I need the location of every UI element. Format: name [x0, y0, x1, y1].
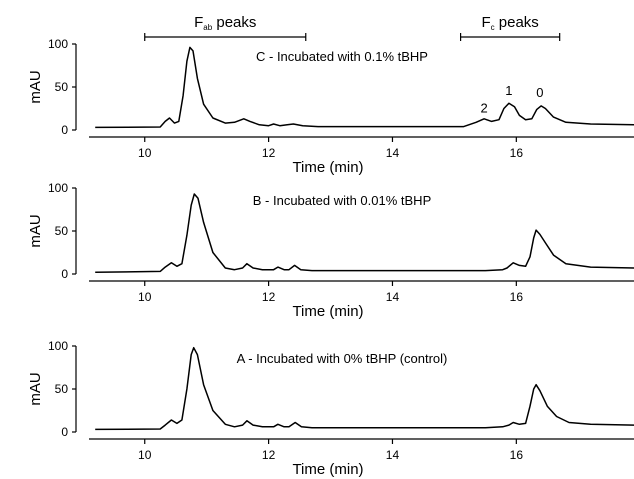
chromatogram-trace: [95, 46, 634, 129]
x-tick-label: 12: [262, 448, 276, 462]
x-axis-title: Time (min): [292, 461, 363, 478]
x-tick-label: 14: [386, 448, 400, 462]
panel-annotation: A - Incubated with 0% tBHP (control): [237, 351, 448, 366]
x-tick-label: 10: [138, 448, 152, 462]
y-tick-label: 50: [55, 80, 69, 94]
x-tick-label: 10: [138, 290, 152, 304]
bracket-label: Fab peaks: [194, 14, 256, 32]
x-tick-label: 16: [510, 146, 524, 160]
chromatogram-trace: [95, 346, 634, 431]
y-axis-title: mAU: [27, 214, 44, 247]
y-axis-title: mAU: [27, 70, 44, 103]
x-tick-label: 12: [262, 146, 276, 160]
x-tick-label: 16: [510, 290, 524, 304]
y-tick-label: 50: [55, 382, 69, 396]
panel-annotation: B - Incubated with 0.01% tBHP: [253, 193, 431, 208]
y-tick-label: 100: [48, 37, 68, 51]
peak-label: 2: [481, 100, 488, 115]
y-tick-label: 50: [55, 224, 69, 238]
y-tick-label: 0: [61, 123, 68, 137]
chromatogram-trace: [95, 193, 634, 274]
x-tick-label: 14: [386, 290, 400, 304]
panel-annotation: C - Incubated with 0.1% tBHP: [256, 49, 428, 64]
y-tick-label: 100: [48, 181, 68, 195]
y-tick-label: 100: [48, 339, 68, 353]
panel-b: 0 50 100 10 12 14 16 Time (min) mAU B - Incubated…: [27, 181, 634, 320]
y-axis-title: mAU: [27, 372, 44, 405]
x-axis-title: Time (min): [292, 159, 363, 176]
panel-a: 0 50 100 10 12 14 16 Time (min) mAU A - Incubated…: [27, 339, 634, 478]
x-tick-label: 14: [386, 146, 400, 160]
peak-label: 0: [536, 85, 543, 100]
x-axis-title: Time (min): [292, 303, 363, 320]
x-tick-label: 16: [510, 448, 524, 462]
bracket-annotations: Fab peaks Fc peaks: [144, 14, 561, 41]
x-tick-label: 12: [262, 290, 276, 304]
peak-label: 1: [505, 83, 512, 98]
y-tick-label: 0: [61, 425, 68, 439]
y-tick-label: 0: [61, 267, 68, 281]
bracket-label: Fc peaks: [481, 14, 538, 32]
x-tick-label: 10: [138, 146, 152, 160]
